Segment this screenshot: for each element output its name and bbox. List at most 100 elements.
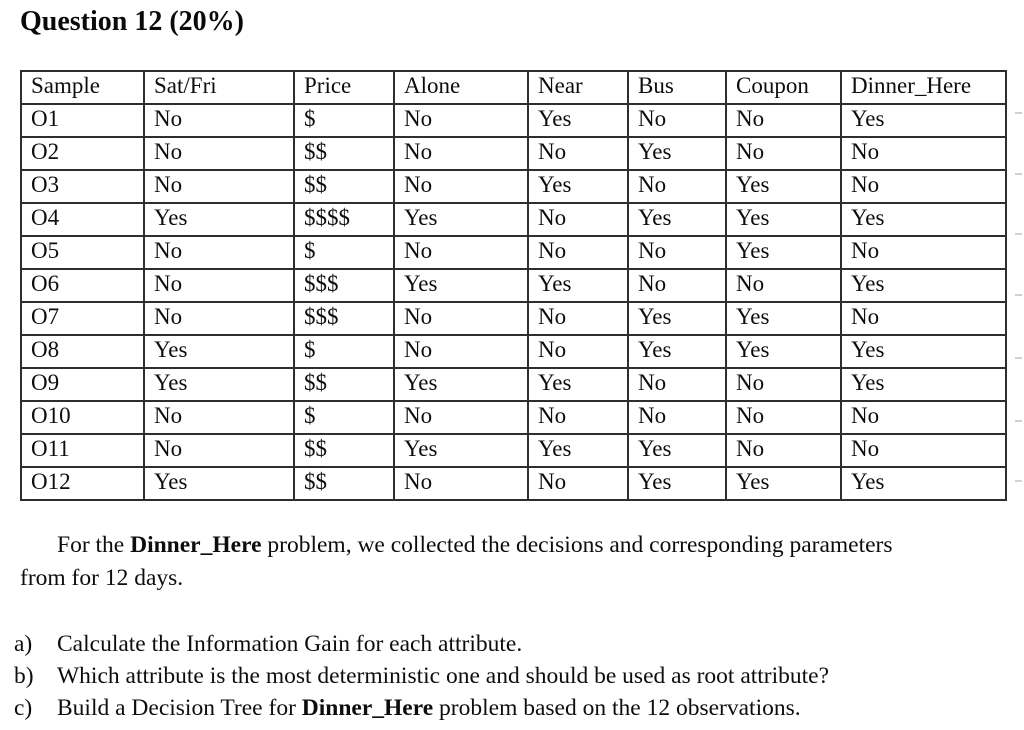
question-item-a: a) Calculate the Information Gain for ea… [14,628,1014,660]
table-cell: $ [293,235,395,270]
table-cell: $$ [293,433,395,468]
table-row: O12 Yes $$ No No Yes Yes Yes [20,466,1007,501]
table-cell: No [627,103,727,138]
table-cell: $$$$ [293,202,395,237]
table-cell: Yes [527,169,629,204]
question-title: Question 12 (20%) [20,6,244,37]
column-header: Dinner_Here [840,70,1007,105]
table-cell: Yes [527,367,629,402]
table-cell: Yes [840,202,1007,237]
paragraph-bold-term: Dinner_Here [130,532,262,558]
table-row: O3 No $$ No Yes No Yes No [20,169,1007,204]
table-cell: O8 [20,334,145,369]
table-cell: $ [293,103,395,138]
table-cell: $$ [293,367,395,402]
table-cell: Yes [725,169,842,204]
question-a-pre: Calculate the Information Gain for each … [57,631,523,657]
table-cell: O10 [20,400,145,435]
table-row: O9 Yes $$ Yes Yes No No Yes [20,367,1007,402]
table-cell: Yes [527,433,629,468]
table-cell: O2 [20,136,145,171]
table-cell: Yes [627,334,727,369]
table-cell: No [527,466,629,501]
question-c-post: problem based on the 12 observations. [433,695,801,721]
scan-edge-artifacts [1015,112,1022,114]
table-cell: Yes [527,103,629,138]
table-cell: O12 [20,466,145,501]
question-item-c: c) Build a Decision Tree for Dinner_Here… [14,692,1014,724]
table-cell: Yes [527,268,629,303]
column-header: Bus [627,70,727,105]
table-cell: $$ [293,466,395,501]
table-cell: No [840,400,1007,435]
table-row: O1 No $ No Yes No No Yes [20,103,1007,138]
table-cell: No [527,202,629,237]
table-cell: No [725,136,842,171]
table-cell: Yes [393,433,529,468]
table-header-row: Sample Sat/Fri Price Alone Near Bus Coupon Dinn… [20,70,1007,105]
table-cell: No [393,235,529,270]
question-c-pre: Build a Decision Tree for [57,695,302,721]
table-cell: No [527,235,629,270]
table-row: O11 No $$ Yes Yes Yes No No [20,433,1007,468]
table-cell: No [393,169,529,204]
table-row: O6 No $$$ Yes Yes No No Yes [20,268,1007,303]
table-cell: O11 [20,433,145,468]
table-cell: $$$ [293,301,395,336]
table-cell: No [840,433,1007,468]
table-cell: No [143,235,295,270]
question-marker-a: a) [14,631,33,657]
table-cell: Yes [143,367,295,402]
observations-table: Sample Sat/Fri Price Alone Near Bus Coupon Dinn… [20,70,1007,501]
table-row: O4 Yes $$$$ Yes No Yes Yes Yes [20,202,1007,237]
column-header: Alone [393,70,529,105]
table-cell: O4 [20,202,145,237]
table-cell: No [143,268,295,303]
table-cell: $$ [293,136,395,171]
table-cell: No [393,466,529,501]
table-cell: No [143,169,295,204]
table-cell: O9 [20,367,145,402]
table-cell: No [627,169,727,204]
table-cell: Yes [840,466,1007,501]
question-text-b: Which attribute is the most deterministi… [57,660,829,692]
table-cell: $$ [293,169,395,204]
table-cell: O1 [20,103,145,138]
table-cell: No [840,301,1007,336]
table-cell: Yes [840,268,1007,303]
table-cell: No [527,400,629,435]
table-cell: O5 [20,235,145,270]
table-cell: Yes [627,466,727,501]
question-marker-c: c) [14,695,33,721]
table-cell: No [393,136,529,171]
question-b-pre: Which attribute is the most deterministi… [57,663,830,689]
table-cell: $ [293,400,395,435]
table-cell: No [840,235,1007,270]
table-cell: O6 [20,268,145,303]
table-cell: Yes [725,334,842,369]
table-cell: Yes [725,466,842,501]
table-cell: Yes [393,367,529,402]
column-header: Near [527,70,629,105]
column-header: Price [293,70,395,105]
table-cell: No [725,268,842,303]
column-header: Sat/Fri [143,70,295,105]
table-cell: Yes [840,334,1007,369]
table-cell: O7 [20,301,145,336]
table-cell: No [393,103,529,138]
table-cell: No [393,301,529,336]
table-row: O2 No $$ No No Yes No No [20,136,1007,171]
question-marker-b: b) [14,663,34,689]
column-header: Coupon [725,70,842,105]
table-cell: No [143,301,295,336]
table-cell: No [143,103,295,138]
table-cell: No [627,235,727,270]
table-cell: Yes [840,367,1007,402]
table-cell: Yes [627,301,727,336]
table-cell: No [627,367,727,402]
table-cell: Yes [143,202,295,237]
table-cell: No [393,334,529,369]
table-cell: No [725,433,842,468]
table-cell: No [725,103,842,138]
